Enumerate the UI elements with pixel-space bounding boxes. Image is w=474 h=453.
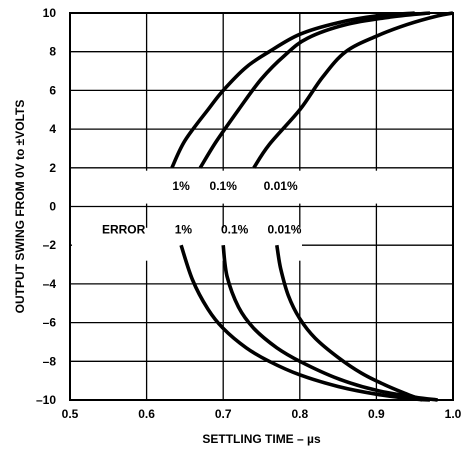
lower-label-band <box>72 227 302 261</box>
x-tick-label: 0.8 <box>291 407 308 421</box>
upper-error-label: 0.1% <box>210 179 238 193</box>
label-backgrounds <box>72 170 451 261</box>
plot-frame <box>69 12 454 401</box>
curve-series-2 <box>252 11 454 169</box>
y-tick-label: –4 <box>43 277 57 291</box>
y-tick-label: –6 <box>43 316 57 330</box>
y-axis-title: OUTPUT SWING FROM 0V to ±VOLTS <box>13 100 27 314</box>
y-tick-label: 2 <box>49 161 56 175</box>
lower-error-label: 0.1% <box>221 223 249 237</box>
y-tick-label: –2 <box>43 238 57 252</box>
upper-label-band <box>142 170 451 204</box>
upper-error-label: 1% <box>172 179 190 193</box>
y-tick-label: 10 <box>43 6 57 20</box>
y-tick-label: –10 <box>36 393 56 407</box>
lower-error-label: ERROR <box>102 223 146 237</box>
curve-series-3 <box>179 244 431 402</box>
x-tick-label: 0.6 <box>138 407 155 421</box>
x-tick-label: 0.7 <box>215 407 232 421</box>
curve-series-1 <box>198 11 431 169</box>
y-tick-label: –8 <box>43 354 57 368</box>
error-annotations: 1% 0.1% 0.01% ERROR 1% 0.1% 0.01% <box>102 179 302 237</box>
curve-series-5 <box>275 244 424 402</box>
error-curves <box>170 11 454 402</box>
lower-error-label: 0.01% <box>267 223 301 237</box>
x-tick-label: 0.9 <box>368 407 385 421</box>
y-tick-label: 0 <box>49 200 56 214</box>
x-tick-label: 1.0 <box>445 407 462 421</box>
grid <box>69 12 454 401</box>
x-tick-label: 0.5 <box>62 407 79 421</box>
y-tick-label: 8 <box>49 45 56 59</box>
upper-error-label: 0.01% <box>264 179 298 193</box>
curve-series-4 <box>221 244 438 402</box>
x-axis-title: SETTLING TIME – µs <box>202 432 321 446</box>
lower-error-label: 1% <box>175 223 193 237</box>
y-tick-label: 4 <box>49 122 56 136</box>
curve-series-0 <box>170 11 415 169</box>
tick-labels: 0.5 0.6 0.7 0.8 0.9 1.0 10 8 6 4 2 0 –2 –4 –6 –8 –10 <box>36 6 462 421</box>
y-tick-label: 6 <box>49 83 56 97</box>
